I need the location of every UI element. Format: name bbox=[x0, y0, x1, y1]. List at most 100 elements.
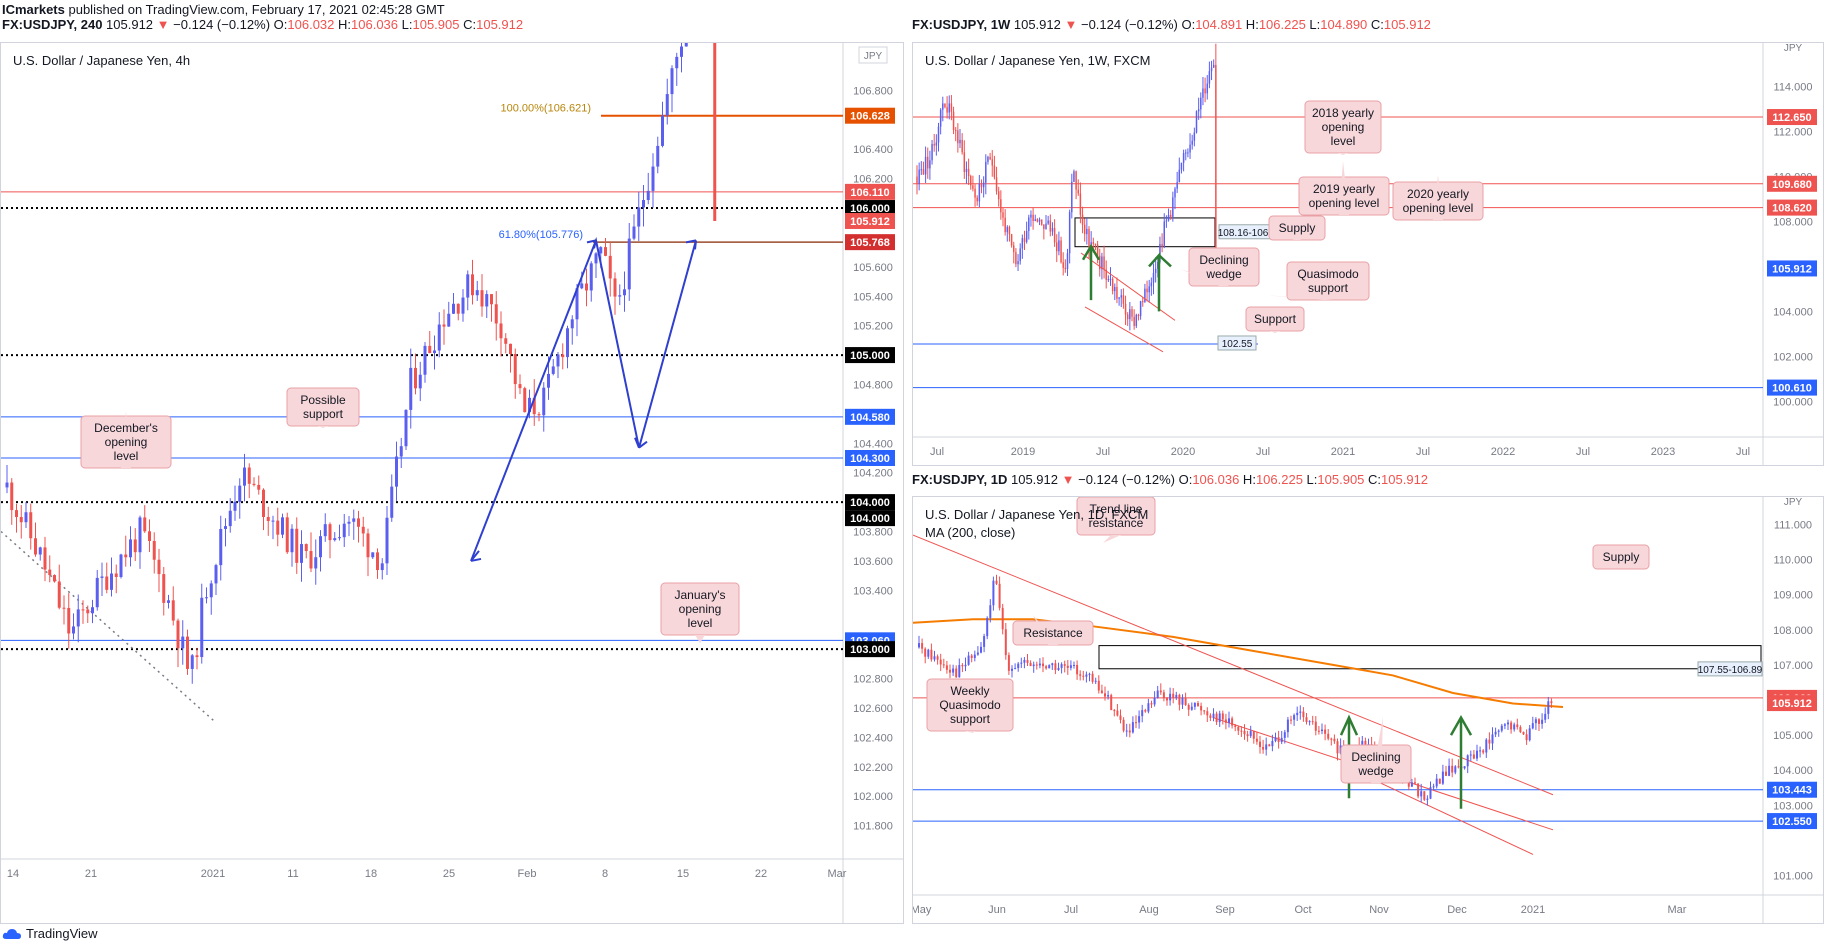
candle-1w-candle bbox=[1038, 219, 1041, 222]
candle-4h-candle bbox=[499, 323, 503, 339]
chart-panel-1d[interactable]: 111.000 110.000 109.000 108.000 107.000 105.0… bbox=[912, 496, 1824, 924]
chart-panel-1w[interactable]: 114.000112.000110.000108.000104.000102.0… bbox=[912, 42, 1824, 466]
candle-4h-candle bbox=[219, 528, 223, 566]
candle-4h-candle bbox=[214, 565, 218, 584]
y-tick-label: 109.000 bbox=[1773, 590, 1813, 602]
candle-4h-candle bbox=[300, 544, 303, 563]
candle-1w-candle bbox=[1174, 188, 1176, 198]
candle-1d-candle bbox=[1057, 667, 1060, 671]
candle-1w-candle bbox=[1154, 268, 1157, 273]
candle-4h-candle bbox=[162, 574, 166, 603]
callout-december-open-text: December's bbox=[94, 421, 158, 435]
y-tick-label: 104.000 bbox=[1773, 765, 1813, 777]
candle-1w-candle bbox=[1032, 214, 1034, 221]
candle-1d-candle bbox=[1209, 715, 1212, 718]
candle-1d-candle bbox=[1280, 737, 1283, 742]
candle-1d-candle bbox=[1482, 750, 1485, 753]
candle-1d-candle bbox=[1218, 713, 1221, 723]
candle-1w-candle bbox=[1215, 64, 1217, 269]
callout-declining-wedge-tail bbox=[1371, 717, 1383, 783]
callout-2020-open-text: opening level bbox=[1403, 201, 1474, 215]
open-label: O: bbox=[273, 17, 288, 32]
candle-1d-candle bbox=[1206, 711, 1209, 716]
callout-support-text: Support bbox=[1254, 312, 1297, 326]
callout-2019-open-tail bbox=[1339, 161, 1349, 215]
candle-1d-candle bbox=[1001, 607, 1004, 630]
candle-1d-candle bbox=[1085, 674, 1088, 677]
x-tick-label: 22 bbox=[755, 868, 767, 880]
candle-1d-candle bbox=[1476, 750, 1478, 759]
callout-weekly-quasimodo-tail bbox=[965, 731, 975, 733]
low-weekly: 104.890 bbox=[1320, 17, 1368, 32]
candle-1w-candle bbox=[1206, 83, 1208, 94]
candle-4h-candle bbox=[38, 547, 42, 555]
candle-1w-candle bbox=[1058, 240, 1060, 252]
callout-possible-support-tail bbox=[318, 426, 328, 428]
published-text: published on TradingView.com, February 1… bbox=[64, 2, 445, 17]
candle-1d-candle bbox=[1234, 725, 1237, 727]
candle-1d-candle bbox=[1073, 664, 1075, 666]
candle-4h-candle bbox=[542, 387, 546, 416]
y-tick-label: 102.800 bbox=[853, 674, 893, 686]
price-tag-support: 100.610 bbox=[1772, 383, 1812, 395]
candle-1w-candle bbox=[1064, 267, 1067, 270]
candle-1d-candle bbox=[1144, 710, 1147, 712]
candle-4h-candle bbox=[271, 520, 275, 522]
candle-1d-candle bbox=[1110, 695, 1113, 711]
chart-1d-svg[interactable]: 111.000 110.000 109.000 108.000 107.000 105.0… bbox=[913, 497, 1823, 923]
candle-4h-candle bbox=[209, 583, 213, 598]
candle-1d-candle bbox=[1141, 710, 1144, 717]
candle-1d-candle bbox=[1063, 664, 1066, 666]
chart-panel-4h[interactable]: 106.800 106.400 106.200 105.600 105.400 105.2… bbox=[0, 42, 904, 924]
callout-trendline-resistance-text: Trend line bbox=[1090, 502, 1143, 516]
candle-4h-candle bbox=[661, 115, 664, 146]
candle-1d-candle bbox=[1283, 732, 1286, 738]
tradingview-cloud-icon bbox=[2, 928, 22, 939]
candle-1d-candle bbox=[1259, 741, 1261, 747]
candle-4h-candle bbox=[24, 512, 28, 523]
candle-1w-candle bbox=[952, 111, 955, 130]
candle-1w-candle bbox=[1023, 238, 1026, 242]
candle-4h-candle bbox=[105, 576, 109, 590]
candle-4h-candle bbox=[684, 43, 688, 47]
x-tick-label: 2021 bbox=[1521, 904, 1545, 916]
callout-weekly-quasimodo-text: Quasimodo bbox=[939, 698, 1001, 712]
candle-1d-candle bbox=[1094, 680, 1097, 682]
candle-1d-candle bbox=[1178, 694, 1181, 705]
candle-4h-candle bbox=[347, 521, 351, 524]
candle-1d-candle bbox=[980, 646, 982, 653]
candle-1d-candle bbox=[1414, 782, 1416, 784]
candle-1d-candle bbox=[1150, 703, 1153, 705]
callout-2019-open-text: opening level bbox=[1309, 196, 1380, 210]
candle-1d-candle bbox=[1017, 663, 1020, 669]
candle-4h-candle bbox=[452, 303, 455, 314]
candle-1d-candle bbox=[1181, 697, 1184, 705]
candle-4h-candle bbox=[418, 374, 422, 389]
candle-4h-candle bbox=[276, 520, 280, 535]
candle-1d-candle bbox=[1147, 703, 1150, 712]
tradingview-logo[interactable]: TradingView bbox=[2, 926, 98, 941]
candle-4h-candle bbox=[513, 354, 517, 385]
y-tick-label: 106.400 bbox=[853, 144, 893, 156]
candle-1w-candle bbox=[985, 161, 987, 183]
candle-1d-candle bbox=[939, 659, 942, 665]
candle-1d-candle bbox=[1193, 703, 1196, 707]
candle-1w-candle bbox=[1002, 212, 1004, 218]
candle-4h-candle bbox=[409, 367, 413, 410]
candle-4h-candle bbox=[143, 517, 147, 532]
publisher-name[interactable]: ICmarkets bbox=[2, 2, 65, 17]
change-weekly: −0.124 (−0.12%) bbox=[1080, 17, 1178, 32]
candle-1w-candle bbox=[1013, 245, 1015, 253]
candle-1d-candle bbox=[1336, 741, 1339, 754]
candle-1w-candle bbox=[1120, 295, 1122, 298]
chart-4h-svg[interactable]: 106.800 106.400 106.200 105.600 105.400 105.2… bbox=[1, 43, 903, 923]
candle-1w-candle bbox=[1180, 162, 1183, 170]
chart-1w-svg[interactable]: 114.000112.000110.000108.000104.000102.0… bbox=[913, 43, 1823, 465]
candle-1d-candle bbox=[1007, 655, 1010, 671]
price-tag-resistance: 109.680 bbox=[1772, 179, 1812, 191]
y-tick-label: 104.000 bbox=[1773, 306, 1813, 318]
chart-title-4h: U.S. Dollar / Japanese Yen, 4h bbox=[13, 53, 191, 68]
high-weekly: 106.225 bbox=[1258, 17, 1306, 32]
candle-1w-candle bbox=[1116, 286, 1118, 299]
x-tick-label: Jun bbox=[988, 904, 1006, 916]
